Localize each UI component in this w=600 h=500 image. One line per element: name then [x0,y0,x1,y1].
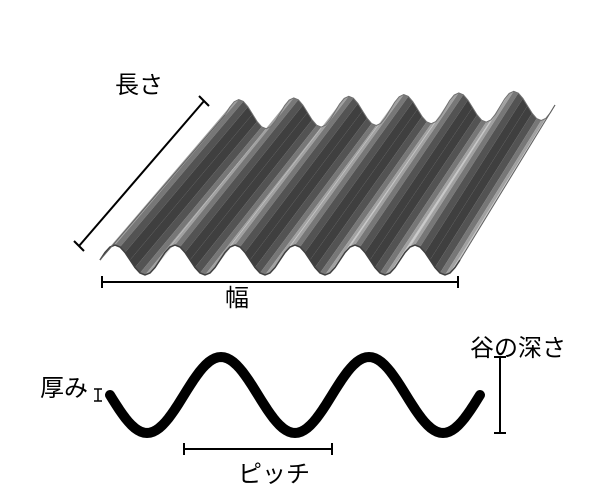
thickness-label: 厚み [40,368,88,403]
pitch-label: ピッチ [238,454,310,489]
sheet-3d [100,91,555,275]
width-label: 幅 [225,278,249,313]
cross-section-wave [110,357,480,433]
diagram-canvas [0,0,600,500]
depth-label: 谷の深さ [470,328,566,363]
length-label: 長さ [115,65,163,100]
